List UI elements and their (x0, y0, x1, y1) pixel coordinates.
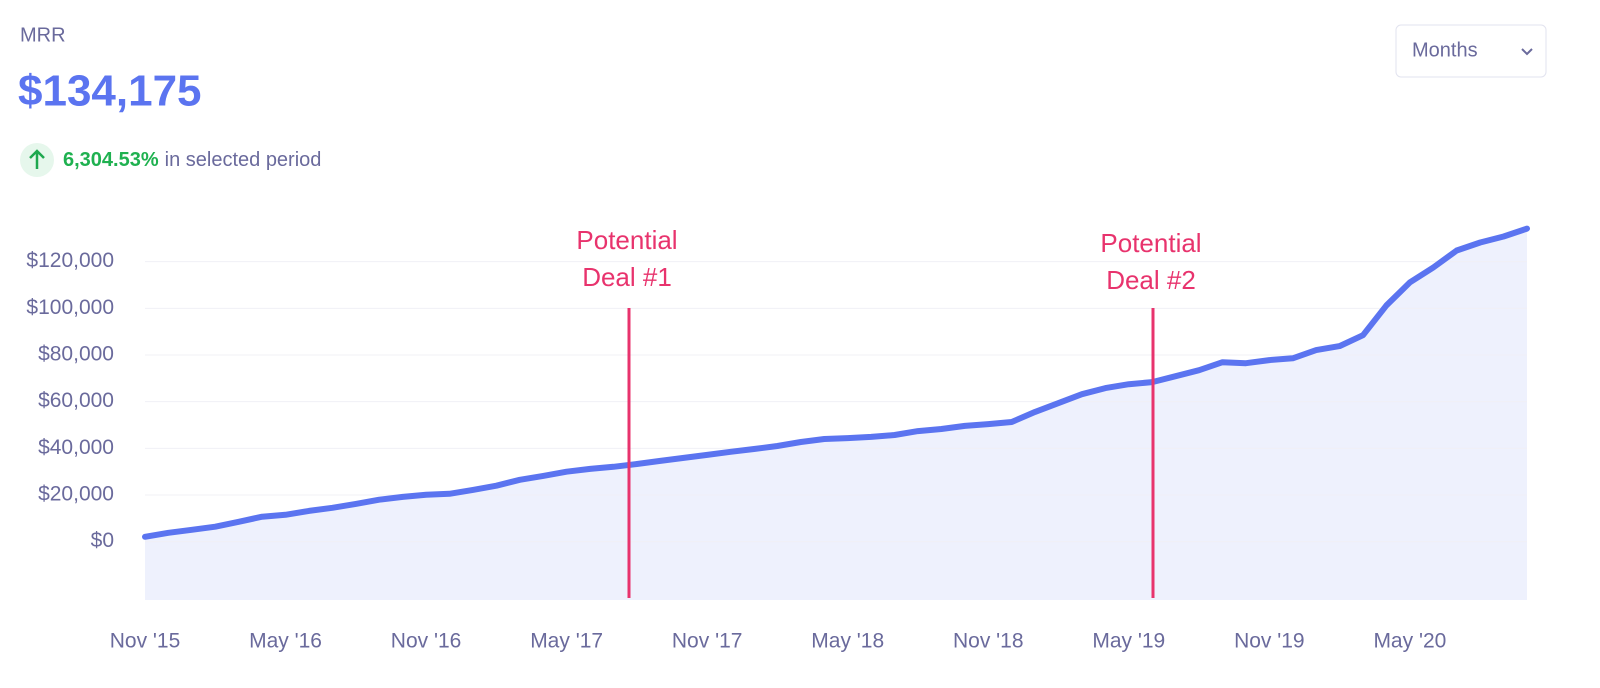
x-tick-label: May '16 (249, 630, 322, 653)
up-arrow (29, 149, 45, 169)
x-tick-label: Nov '19 (1234, 630, 1305, 653)
y-tick-label: $120,000 (26, 249, 114, 272)
y-tick-label: $40,000 (38, 436, 114, 459)
x-tick-label: Nov '16 (391, 630, 462, 653)
annotation-text: Potential (1100, 228, 1201, 258)
x-tick-label: Nov '15 (110, 630, 181, 653)
metric-name: MRR (20, 24, 66, 46)
annotation-text: Potential (576, 225, 677, 255)
y-tick-label: $60,000 (38, 389, 114, 412)
annotation-text: Deal #2 (1106, 265, 1196, 295)
x-tick-label: May '17 (530, 630, 603, 653)
x-tick-label: May '19 (1092, 630, 1165, 653)
metric-value: $134,175 (18, 67, 202, 116)
mrr-line (142, 225, 1530, 540)
annotation-text: Deal #1 (582, 262, 672, 292)
select-box[interactable] (1395, 24, 1547, 78)
chevron (1521, 48, 1533, 56)
y-tick-label: $80,000 (38, 343, 114, 366)
x-tick-label: May '18 (811, 630, 884, 653)
select-label: Months (1412, 39, 1478, 61)
y-tick-label: $20,000 (38, 483, 114, 506)
period-select[interactable]: Months (1395, 24, 1547, 78)
y-tick-label: $100,000 (26, 296, 114, 319)
area-fill (145, 228, 1527, 600)
x-tick-label: Nov '17 (672, 630, 743, 653)
change-line: 6,304.53% in selected period (63, 149, 321, 171)
x-tick-label: May '20 (1373, 630, 1446, 653)
change-text: in selected period (165, 149, 322, 171)
change-value: 6,304.53% (63, 149, 159, 171)
y-tick-label: $0 (91, 529, 114, 552)
x-tick-label: Nov '18 (953, 630, 1024, 653)
